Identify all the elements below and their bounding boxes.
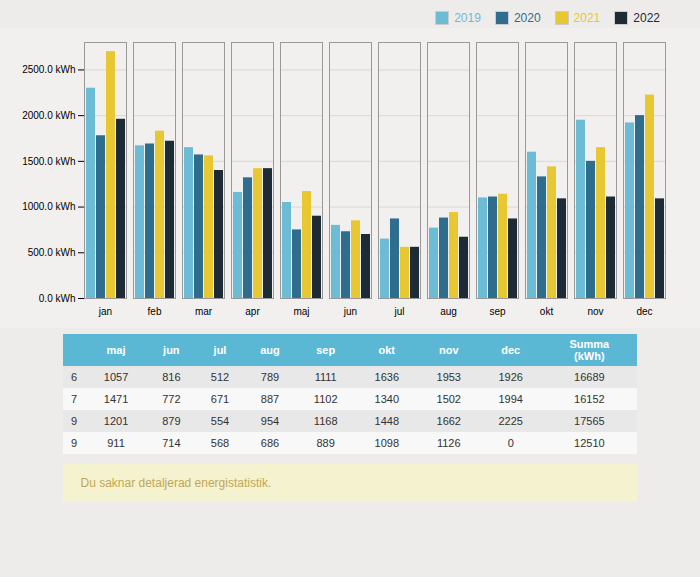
html-text:686: 686 <box>260 437 280 449</box>
html-text:554: 554 <box>210 415 230 427</box>
svg-text:2500.0 kWh: 2500.0 kWh <box>22 64 75 75</box>
html-text:9: 9 <box>71 437 78 449</box>
html-text:9: 9 <box>71 415 78 427</box>
html-text:16152: 16152 <box>574 393 605 405</box>
html-text:12510: 12510 <box>574 437 605 449</box>
html-text:aug: aug <box>260 344 280 356</box>
svg-text:sep: sep <box>489 306 506 317</box>
html-text:1471: 1471 <box>103 393 129 405</box>
html-text:1168: 1168 <box>313 415 338 427</box>
svg-text:500.0 kWh: 500.0 kWh <box>28 247 76 258</box>
html-text:889: 889 <box>316 437 335 449</box>
html-text:jun: jun <box>163 344 180 356</box>
html-text:1111: 1111 <box>314 371 337 383</box>
svg-text:jul: jul <box>393 306 404 317</box>
html-text:2019: 2019 <box>454 11 481 25</box>
html-text:0: 0 <box>507 437 514 449</box>
html-text:568: 568 <box>210 437 230 449</box>
html-text:772: 772 <box>162 393 181 405</box>
html-text:714: 714 <box>162 437 181 449</box>
html-text:1926: 1926 <box>498 371 523 383</box>
html-text:2022: 2022 <box>633 11 660 25</box>
html-text:1057: 1057 <box>103 371 129 383</box>
html-text:1098: 1098 <box>374 437 399 449</box>
html-text:okt: okt <box>378 344 395 356</box>
html-text:887: 887 <box>260 393 280 405</box>
html-text:1994: 1994 <box>498 393 523 405</box>
svg-text:1000.0 kWh: 1000.0 kWh <box>22 201 75 212</box>
svg-text:mar: mar <box>195 306 213 317</box>
svg-text:okt: okt <box>540 306 554 317</box>
html-text:1102: 1102 <box>313 393 338 405</box>
svg-text:dec: dec <box>636 306 652 317</box>
html-text:Summa (kWh): Summa (kWh) <box>569 338 610 362</box>
html-text:nov: nov <box>439 344 459 356</box>
svg-text:apr: apr <box>245 306 260 317</box>
svg-text:aug: aug <box>440 306 457 317</box>
html-text:1201: 1201 <box>103 415 129 427</box>
html-text:512: 512 <box>210 371 230 383</box>
html-text:2020: 2020 <box>513 11 541 25</box>
html-text:1636: 1636 <box>374 371 399 383</box>
html-text:17565: 17565 <box>574 415 605 427</box>
html-text:954: 954 <box>260 415 280 427</box>
html-text:816: 816 <box>162 371 181 383</box>
svg-text:maj: maj <box>293 306 309 317</box>
html-text:7: 7 <box>71 393 78 405</box>
html-text:1126: 1126 <box>436 437 461 449</box>
html-text:1662: 1662 <box>436 415 461 427</box>
html-text:879: 879 <box>162 415 181 427</box>
html-text:911: 911 <box>107 437 125 449</box>
svg-text:1500.0 kWh: 1500.0 kWh <box>22 156 75 167</box>
svg-text:jan: jan <box>98 306 112 317</box>
html-text:789: 789 <box>260 371 280 383</box>
html-text:maj: maj <box>106 344 126 356</box>
svg-text:0.0 kWh: 0.0 kWh <box>39 293 76 304</box>
svg-text:nov: nov <box>587 306 603 317</box>
html-text:671: 671 <box>210 393 230 405</box>
html-text:2225: 2225 <box>498 415 523 427</box>
html-text:1502: 1502 <box>436 393 461 405</box>
html-text:dec: dec <box>501 344 521 356</box>
html-text:sep: sep <box>316 344 336 356</box>
svg-text:2000.0 kWh: 2000.0 kWh <box>22 110 75 121</box>
html-text:6: 6 <box>71 371 78 383</box>
svg-text:jun: jun <box>343 306 357 317</box>
html-text:2021: 2021 <box>573 11 601 25</box>
html-text:jul: jul <box>213 344 227 356</box>
html-text:1953: 1953 <box>436 371 461 383</box>
html-text:1448: 1448 <box>374 415 399 427</box>
html-text:16689: 16689 <box>574 371 605 383</box>
html-text:Du saknar detaljerad energista: Du saknar detaljerad energistatistik. <box>80 476 272 490</box>
svg-text:feb: feb <box>148 306 162 317</box>
html-text:1340: 1340 <box>374 393 399 405</box>
